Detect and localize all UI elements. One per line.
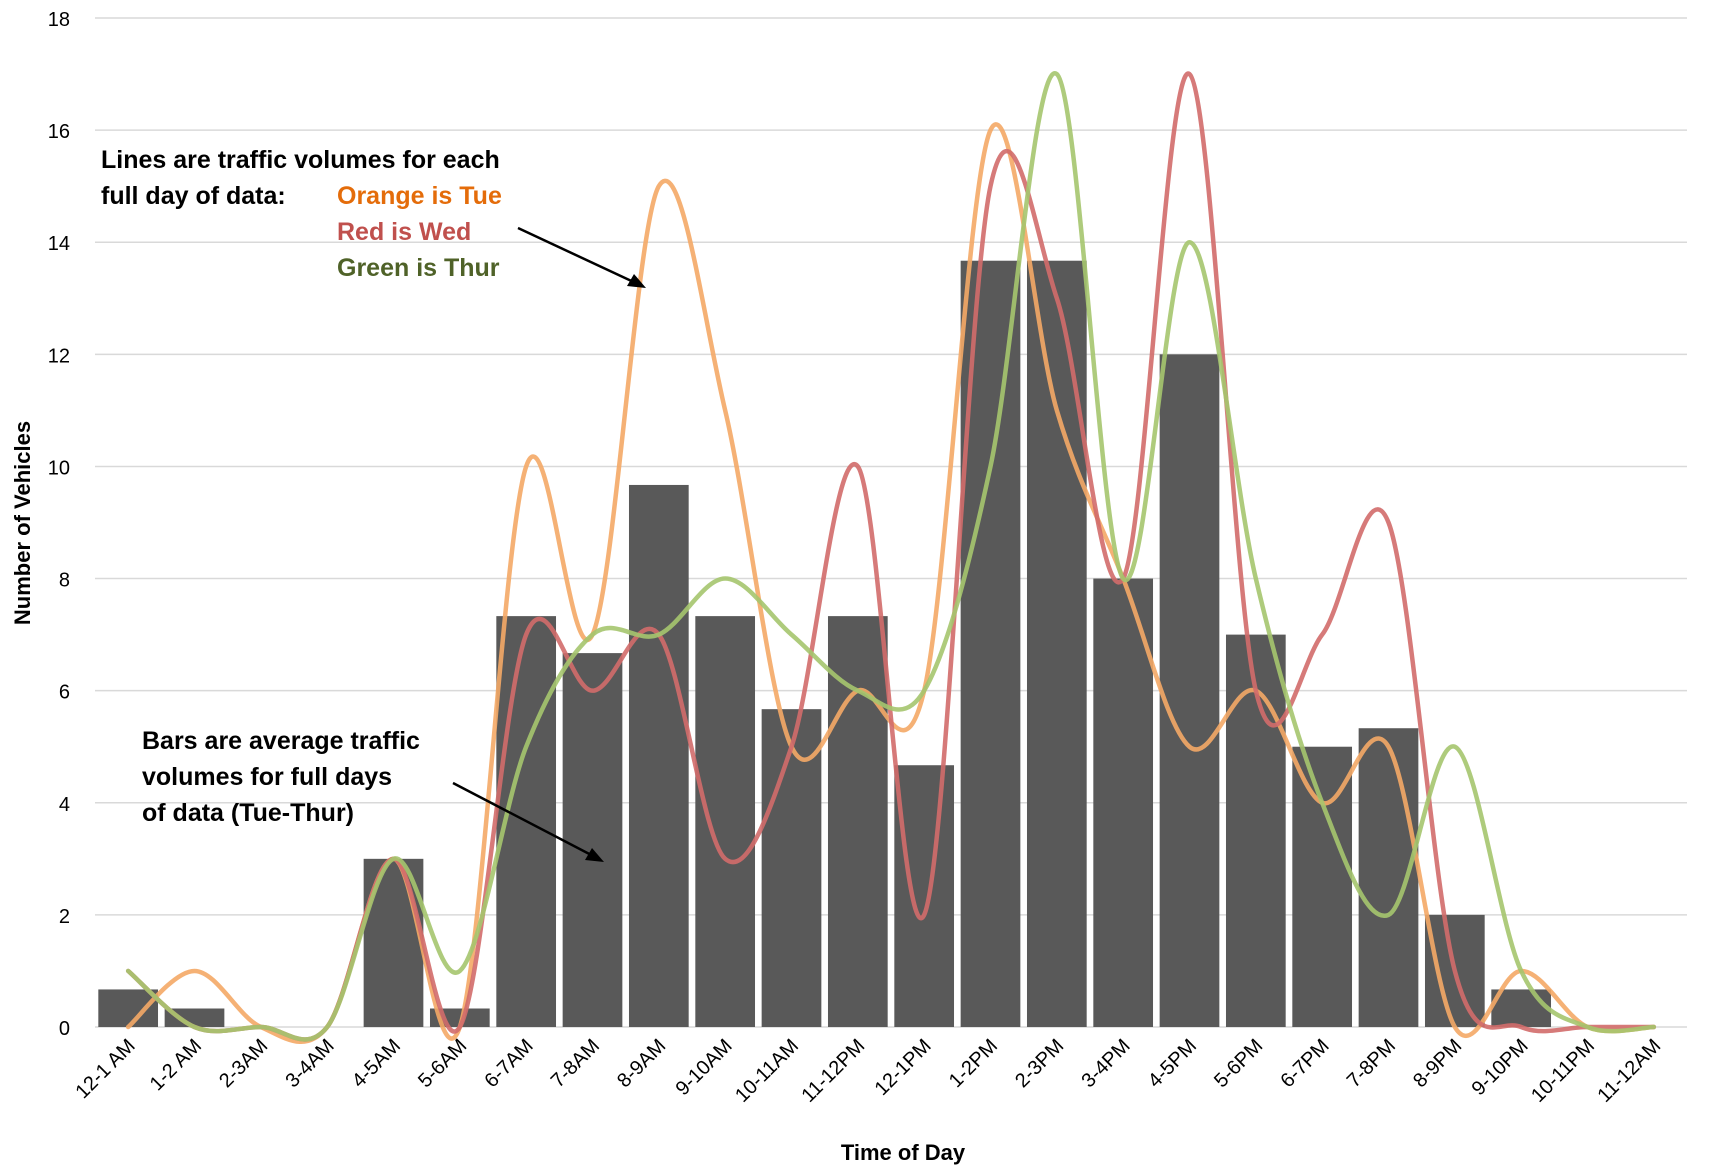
y-axis-label: Number of Vehicles	[10, 421, 35, 625]
x-tick-label: 9-10PM	[1468, 1035, 1533, 1100]
annotation-arrows	[452, 226, 646, 862]
x-tick-label: 2-3AM	[215, 1035, 272, 1092]
x-tick-label: 6-7AM	[480, 1035, 537, 1092]
lines-annotation-line1: Lines are traffic volumes for each	[101, 146, 500, 174]
bar	[827, 616, 888, 1027]
bars-annotation-line2: volumes for full days	[142, 763, 393, 791]
y-tick-label: 0	[59, 1018, 70, 1040]
series-line-0	[125, 122, 1657, 1045]
bar	[1491, 989, 1552, 1027]
bar	[1026, 260, 1087, 1027]
series-line-1	[125, 71, 1657, 1042]
bar	[164, 1008, 225, 1027]
bars-annotation-line3: of data (Tue-Thur)	[142, 799, 354, 827]
x-tick-label: 3-4AM	[281, 1035, 338, 1092]
x-axis-ticks: 12-1 AM 1-2 AM 2-3AM 3-4AM 4-5AM 5-6AM 6-7AM 7-…	[71, 1035, 1665, 1107]
bars-annotation-line1: Bars are average traffic	[142, 727, 420, 755]
bars-note-arrowhead	[585, 848, 604, 862]
x-tick-label: 10-11AM	[731, 1035, 803, 1107]
legend-orange-tue: Orange is Tue	[337, 182, 502, 210]
y-tick-label: 6	[59, 682, 70, 704]
x-tick-label: 11-12AM	[1593, 1035, 1665, 1107]
x-tick-label: 3-4PM	[1077, 1035, 1134, 1092]
bar	[1292, 746, 1353, 1027]
y-tick-label: 10	[48, 457, 70, 479]
x-tick-label: 12-1 AM	[71, 1035, 139, 1103]
lines-note-arrowhead	[627, 274, 646, 288]
series-line-2	[125, 71, 1657, 1042]
bar	[562, 653, 623, 1027]
y-tick-label: 16	[48, 121, 70, 143]
bar	[628, 484, 689, 1028]
lines-note-arrow	[517, 226, 641, 287]
x-tick-label: 1-2PM	[945, 1035, 1002, 1092]
bar	[98, 989, 159, 1027]
y-tick-label: 14	[48, 233, 70, 255]
x-tick-label: 5-6AM	[414, 1035, 471, 1092]
lines-annotation: Lines are traffic volumes for each full …	[101, 142, 502, 286]
x-tick-label: 10-11PM	[1527, 1035, 1599, 1107]
lines-annotation-prefix: full day of data:	[101, 182, 286, 210]
bar	[1358, 728, 1419, 1027]
bar	[894, 765, 955, 1027]
series-lines	[125, 71, 1657, 1045]
y-tick-label: 8	[59, 570, 70, 592]
x-tick-label: 1-2 AM	[146, 1035, 206, 1095]
bar	[1093, 578, 1154, 1027]
x-tick-label: 5-6PM	[1210, 1035, 1267, 1092]
x-tick-label: 7-8PM	[1343, 1035, 1400, 1092]
x-tick-label: 9-10AM	[672, 1035, 737, 1100]
x-tick-label: 11-12PM	[797, 1035, 869, 1107]
legend-green-thur: Green is Thur	[337, 254, 500, 282]
y-axis-ticks: 0 2 4 6 8 10 12 14 16 18	[48, 9, 70, 1040]
bars	[98, 260, 1552, 1028]
y-tick-label: 4	[59, 794, 70, 816]
bars-note-arrow	[452, 781, 598, 860]
bar	[761, 709, 822, 1027]
x-tick-label: 2-3PM	[1011, 1035, 1068, 1092]
x-tick-label: 4-5AM	[348, 1035, 405, 1092]
legend-red-wed: Red is Wed	[337, 218, 472, 246]
bar	[1159, 354, 1220, 1027]
y-tick-label: 2	[59, 906, 70, 928]
x-tick-label: 7-8AM	[547, 1035, 604, 1092]
x-axis-label: Time of Day	[841, 1140, 966, 1165]
bar	[695, 616, 756, 1027]
y-tick-label: 18	[48, 9, 70, 31]
x-tick-label: 12-1PM	[871, 1035, 936, 1100]
x-tick-label: 8-9AM	[613, 1035, 670, 1092]
bars-annotation: Bars are average traffic volumes for ful…	[142, 723, 420, 831]
x-tick-label: 6-7PM	[1276, 1035, 1333, 1092]
x-tick-label: 8-9PM	[1409, 1035, 1466, 1092]
y-tick-label: 12	[48, 345, 70, 367]
lines-annotation-line2: full day of data: Orange is Tue	[101, 178, 502, 214]
x-tick-label: 4-5PM	[1144, 1035, 1201, 1092]
gridlines	[95, 17, 1687, 1028]
